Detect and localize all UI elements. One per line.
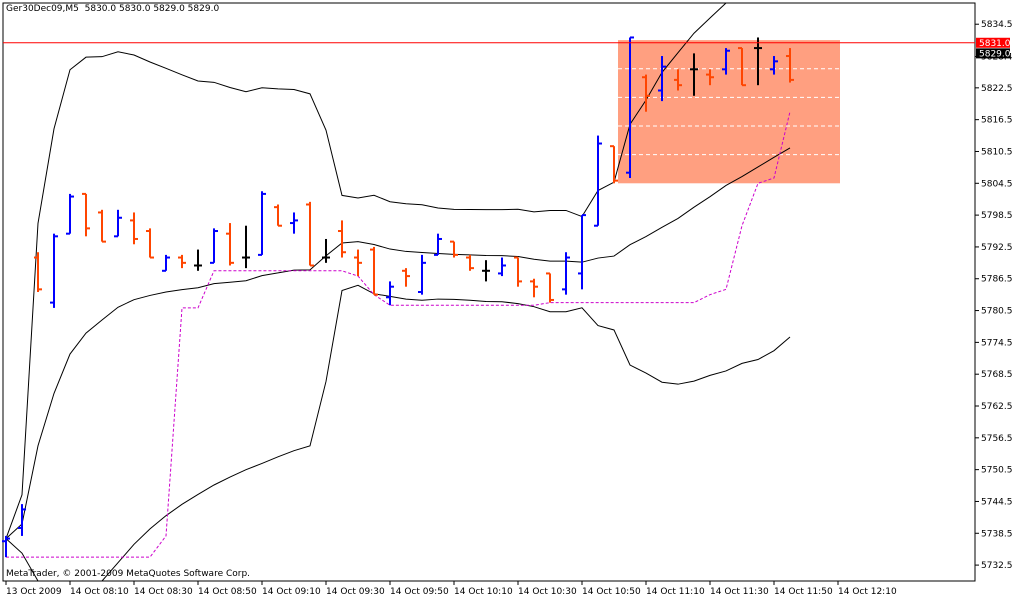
ohlc-bar <box>242 225 250 269</box>
ohlc-bar <box>770 56 778 75</box>
y-tick-label: 5822.5 <box>981 84 1013 94</box>
ohlc-bar <box>194 249 202 271</box>
ohlc-bar <box>418 254 426 295</box>
ohlc-bar <box>514 256 522 287</box>
ohlc-bar <box>274 204 282 227</box>
ohlc-bar <box>594 135 602 227</box>
y-tick-label: 5834.5 <box>981 20 1013 30</box>
x-tick-label: 14 Oct 09:10 <box>262 587 321 597</box>
x-tick-label: 14 Oct 11:30 <box>710 587 769 597</box>
ohlc-bar <box>354 249 362 277</box>
y-tick-label: 5774.5 <box>981 338 1013 348</box>
x-tick-label: 14 Oct 12:10 <box>838 587 897 597</box>
ohlc-bar <box>642 74 650 112</box>
y-tick-label: 5816.5 <box>981 116 1013 126</box>
x-tick-label: 14 Oct 09:30 <box>326 587 385 597</box>
price-tag-box <box>976 37 1010 48</box>
ohlc-bar <box>546 272 554 303</box>
x-tick-label: 14 Oct 10:30 <box>518 587 577 597</box>
price-tag-label: 5829.0 <box>979 49 1011 59</box>
ohlc-bar <box>466 254 474 271</box>
ohlc-bars-layer <box>2 36 794 558</box>
ohlc-bar <box>578 214 586 290</box>
ohlc-bar <box>98 209 106 243</box>
ohlc-bar <box>18 504 26 536</box>
chart-header: Ger30Dec09,M5 5830.0 5830.0 5829.0 5829.… <box>6 4 219 14</box>
ohlc-readout: 5830.0 5830.0 5829.0 5829.0 <box>84 4 220 14</box>
ohlc-bar <box>738 47 746 87</box>
ohlc-bar <box>258 191 266 256</box>
ohlc-bar <box>306 201 314 267</box>
ohlc-bar <box>82 192 90 237</box>
y-tick-label: 5756.5 <box>981 434 1013 444</box>
ohlc-bar <box>146 228 154 259</box>
price-tag-label: 5831.0 <box>979 39 1011 49</box>
lower-band-line <box>5 284 791 582</box>
y-tick-label: 5780.5 <box>981 307 1013 317</box>
ohlc-bar <box>450 240 458 258</box>
ohlc-bar <box>402 268 410 287</box>
axes-layer: 5834.55828.45822.55816.55810.55804.55798… <box>3 20 1013 597</box>
ohlc-bar <box>50 233 58 308</box>
y-tick-label: 5804.5 <box>981 179 1013 189</box>
y-tick-label: 5738.5 <box>981 529 1013 539</box>
upper-band-line <box>5 2 790 539</box>
ohlc-bar <box>210 228 218 264</box>
ohlc-bar <box>610 145 618 184</box>
ohlc-bar <box>562 252 570 295</box>
range-rectangle-layer <box>618 40 840 184</box>
ohlc-bar <box>290 212 298 234</box>
symbol-label: Ger30Dec09,M5 <box>6 4 79 14</box>
bollinger-bands-layer <box>5 2 791 582</box>
ohlc-bar <box>690 53 698 96</box>
ohlc-bar <box>386 281 394 306</box>
x-tick-label: 14 Oct 10:10 <box>454 587 513 597</box>
x-tick-label: 14 Oct 09:50 <box>390 587 449 597</box>
x-tick-label: 13 Oct 2009 <box>6 587 62 597</box>
ohlc-bar <box>498 257 506 277</box>
ohlc-bar <box>482 260 490 282</box>
middle-band-line <box>5 147 791 539</box>
range-rectangle <box>618 40 840 184</box>
x-tick-label: 14 Oct 10:50 <box>582 587 641 597</box>
y-tick-label: 5792.5 <box>981 243 1013 253</box>
y-tick-label: 5762.5 <box>981 402 1013 412</box>
y-tick-label: 5768.5 <box>981 370 1013 380</box>
ohlc-bar <box>178 254 186 269</box>
trailing-stop-line <box>6 111 791 558</box>
ohlc-bar <box>754 37 762 86</box>
ohlc-bar <box>226 223 234 266</box>
ohlc-bar <box>530 278 538 298</box>
x-tick-label: 14 Oct 11:50 <box>774 587 833 597</box>
ohlc-bar <box>626 36 634 178</box>
ohlc-bar <box>658 56 666 102</box>
copyright-text: MetaTrader, © 2001-2009 MetaQuotes Softw… <box>6 569 251 579</box>
x-tick-label: 14 Oct 08:10 <box>70 587 129 597</box>
ohlc-bar <box>114 209 122 238</box>
ohlc-bar <box>434 233 442 256</box>
x-tick-label: 14 Oct 11:10 <box>646 587 705 597</box>
ohlc-bar <box>162 254 170 272</box>
y-tick-label: 5750.5 <box>981 466 1013 476</box>
ohlc-bar <box>706 69 714 86</box>
ohlc-bar <box>370 246 378 296</box>
ohlc-bar <box>722 48 730 75</box>
price-tag-box <box>976 48 1010 59</box>
ohlc-bar <box>322 238 330 263</box>
y-tick-label: 5798.5 <box>981 211 1013 221</box>
y-tick-label: 5732.5 <box>981 561 1013 571</box>
ohlc-bar <box>34 252 42 292</box>
ohlc-bar <box>674 69 682 91</box>
ohlc-bar <box>66 193 74 235</box>
y-tick-label: 5786.5 <box>981 275 1013 285</box>
ohlc-bar <box>2 535 10 558</box>
x-tick-label: 14 Oct 08:50 <box>198 587 257 597</box>
y-tick-label: 5810.5 <box>981 147 1013 157</box>
ohlc-bar <box>338 220 346 258</box>
ohlc-bar <box>130 212 138 245</box>
y-tick-label: 5744.5 <box>981 497 1013 507</box>
ohlc-bar <box>786 48 794 83</box>
x-tick-label: 14 Oct 08:30 <box>134 587 193 597</box>
